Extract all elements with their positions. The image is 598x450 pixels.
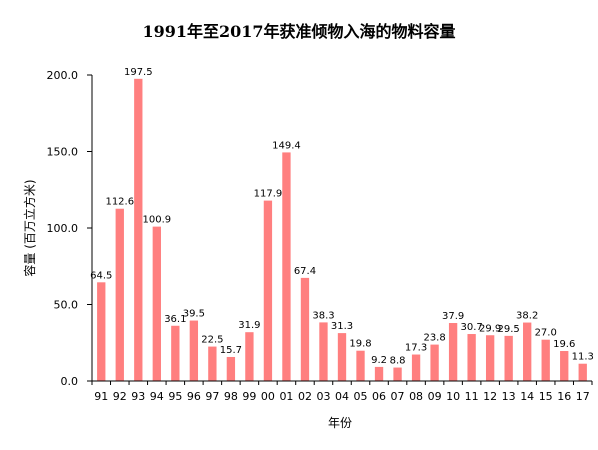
y-tick-label: 50.0 [54,299,79,312]
x-tick-label-07: 07 [391,390,405,403]
data-label-93: 197.5 [124,67,153,78]
y-tick-label: 200.0 [47,69,79,82]
data-label-01: 149.4 [272,140,301,151]
x-tick-label-08: 08 [409,390,423,403]
x-tick-label-02: 02 [298,390,312,403]
bar-16 [560,351,569,381]
x-tick-label-91: 91 [94,390,108,403]
bar-01 [282,152,291,381]
x-tick-label-14: 14 [520,390,534,403]
bar-15 [541,339,550,381]
data-label-16: 19.6 [553,339,575,350]
data-label-12: 29.9 [479,323,501,334]
data-label-09: 23.8 [423,333,445,344]
data-label-98: 15.7 [220,345,242,356]
bars-group [97,78,587,381]
bar-94 [152,226,161,381]
data-label-15: 27.0 [535,328,557,339]
x-tick-label-06: 06 [372,390,386,403]
x-tick-label-00: 00 [261,390,275,403]
y-axis-title: 容量 (百万立方米) [22,179,37,276]
data-label-94: 100.9 [142,215,171,226]
bar-06 [374,366,384,381]
bar-08 [411,354,421,381]
bar-98 [226,356,236,381]
bar-92 [115,208,124,381]
x-axis: 91 92 93 94 95 96 97 98 99 00 01 02 03 04 05 06 07 08 09 10… [91,380,593,403]
x-tick-label-04: 04 [335,390,349,403]
data-label-08: 17.3 [405,343,427,354]
data-label-04: 31.3 [331,321,353,332]
bar-99 [245,332,254,381]
bar-04 [337,333,347,381]
bar-14 [523,322,532,381]
bar-17 [578,363,587,381]
x-tick-label-92: 92 [113,390,127,403]
x-tick-label-09: 09 [428,390,442,403]
y-tick-label: 0.0 [61,375,79,388]
y-tick-label: 100.0 [47,222,79,235]
data-label-13: 29.5 [498,324,520,335]
bar-95 [171,325,180,381]
data-label-02: 67.4 [294,266,316,277]
data-label-05: 19.8 [349,339,371,350]
data-label-03: 38.3 [312,310,334,321]
data-label-10: 37.9 [442,311,464,322]
x-tick-label-17: 17 [576,390,590,403]
bar-97 [208,346,217,381]
data-label-97: 22.5 [201,335,223,346]
bar-02 [300,277,310,381]
data-label-06: 9.2 [371,355,387,366]
data-label-11: 30.7 [460,322,482,333]
data-label-17: 11.3 [572,352,594,363]
x-tick-label-94: 94 [150,390,164,403]
y-axis: 0.0 50.0 100.0 150.0 200.0 [47,69,93,388]
data-label-99: 31.9 [238,320,260,331]
bar-05 [356,350,365,381]
x-axis-title: 年份 [328,416,352,430]
bar-09 [430,344,439,381]
x-tick-label-13: 13 [502,390,516,403]
x-tick-label-99: 99 [242,390,256,403]
x-tick-label-95: 95 [168,390,182,403]
x-tick-label-16: 16 [557,390,571,403]
bar-91 [97,282,106,381]
x-tick-label-12: 12 [483,390,497,403]
bar-12 [485,335,495,381]
bar-07 [393,367,402,381]
bar-11 [467,334,476,381]
chart-title: 1991年至2017年获准倾物入海的物料容量 [142,22,456,41]
data-label-95: 36.1 [164,314,186,325]
x-tick-label-15: 15 [539,390,553,403]
data-label-96: 39.5 [183,309,205,320]
data-label-91: 64.5 [90,270,112,281]
x-tick-label-03: 03 [316,390,330,403]
x-tick-label-11: 11 [465,390,479,403]
data-label-92: 112.6 [105,197,134,208]
x-tick-label-05: 05 [354,390,368,403]
data-labels-group: 64.5 112.6 197.5 100.9 36.139.5 22.515.7 31.9 1… [90,67,594,367]
data-label-14: 38.2 [516,311,538,322]
bar-93 [134,78,143,381]
bar-00 [263,200,273,381]
data-label-07: 8.8 [390,356,406,367]
data-label-00: 117.9 [254,189,283,200]
x-tick-label-98: 98 [224,390,238,403]
bar-96 [189,320,199,381]
bar-10 [448,323,458,381]
x-tick-label-96: 96 [187,390,201,403]
y-tick-label: 150.0 [47,146,79,159]
x-tick-label-01: 01 [279,390,293,403]
bar-13 [504,335,513,381]
x-tick-label-10: 10 [446,390,460,403]
x-tick-label-97: 97 [205,390,219,403]
bar-03 [319,322,328,381]
x-tick-label-93: 93 [131,390,145,403]
